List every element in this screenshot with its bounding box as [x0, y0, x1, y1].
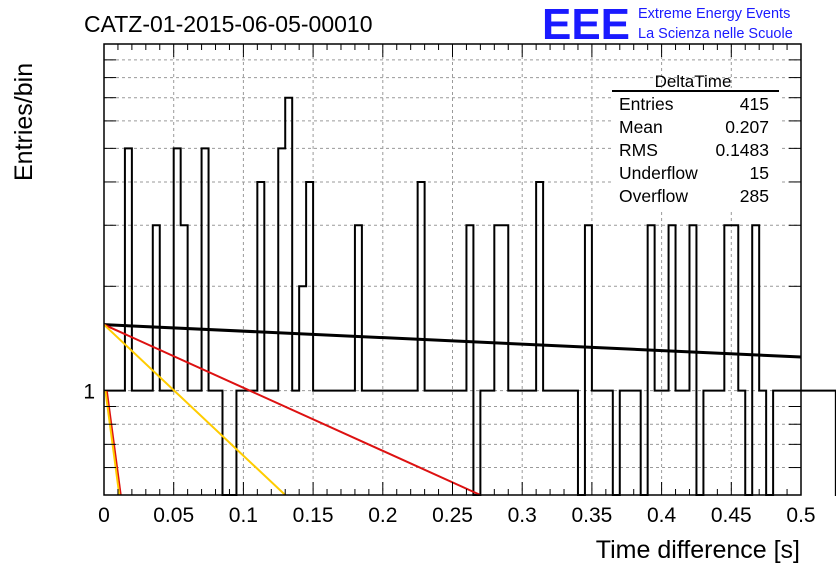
x-tick-label: 0.45 — [711, 504, 752, 527]
stats-label: RMS — [619, 140, 658, 160]
logo-line1: Extreme Energy Events — [638, 6, 790, 22]
eee-logo: EEE Extreme Energy Events La Scienza nel… — [542, 0, 793, 49]
x-tick-label: 0.05 — [153, 504, 194, 527]
chart-title: CATZ-01-2015-06-05-00010 — [84, 11, 373, 37]
x-tick-label: 0 — [98, 504, 110, 527]
x-tick-label: 0.25 — [432, 504, 473, 527]
y-axis-label: Entries/bin — [10, 63, 38, 181]
x-tick-label: 0.4 — [647, 504, 677, 527]
stats-value: 0.207 — [725, 117, 769, 137]
fit-line — [105, 390, 122, 496]
fit-line — [103, 323, 286, 496]
axes: 0 0.05 0.1 0.15 0.2 0.25 0.3 0.35 0.4 0.45 0.5 1 — [83, 43, 816, 527]
x-tick-label: 0.1 — [229, 504, 258, 527]
stats-label: Overflow — [619, 186, 688, 206]
stats-label: Mean — [619, 117, 663, 137]
logo-line2: La Scienza nelle Scuole — [638, 26, 793, 42]
plot-frame — [103, 43, 802, 496]
fit-line — [103, 323, 802, 359]
fit-lines — [103, 323, 802, 496]
stats-background — [612, 88, 779, 212]
x-tick-label: 0.15 — [293, 504, 334, 527]
fit-line — [104, 390, 121, 496]
stats-value: 15 — [750, 163, 769, 183]
stats-value: 0.1483 — [715, 140, 769, 160]
x-tick-label: 0.2 — [368, 504, 397, 527]
histogram-bars — [104, 96, 836, 496]
fit-line — [103, 323, 481, 496]
x-tick-label: 0.3 — [508, 504, 537, 527]
stats-label: Underflow — [619, 163, 698, 183]
x-tick-label: 0.35 — [571, 504, 612, 527]
logo-text: EEE — [542, 0, 630, 49]
y-tick-label: 1 — [83, 381, 95, 404]
x-tick-label: 0.5 — [786, 504, 815, 527]
stats-box: DeltaTime Entries 415 Mean 0.207 RMS 0.1483 Un… — [612, 72, 779, 212]
stats-value: 415 — [740, 94, 769, 114]
stats-title: DeltaTime — [655, 72, 732, 91]
stats-value: 285 — [740, 186, 769, 206]
histogram-outline — [104, 96, 836, 496]
stats-label: Entries — [619, 94, 674, 114]
x-axis-label: Time difference [s] — [596, 536, 800, 564]
